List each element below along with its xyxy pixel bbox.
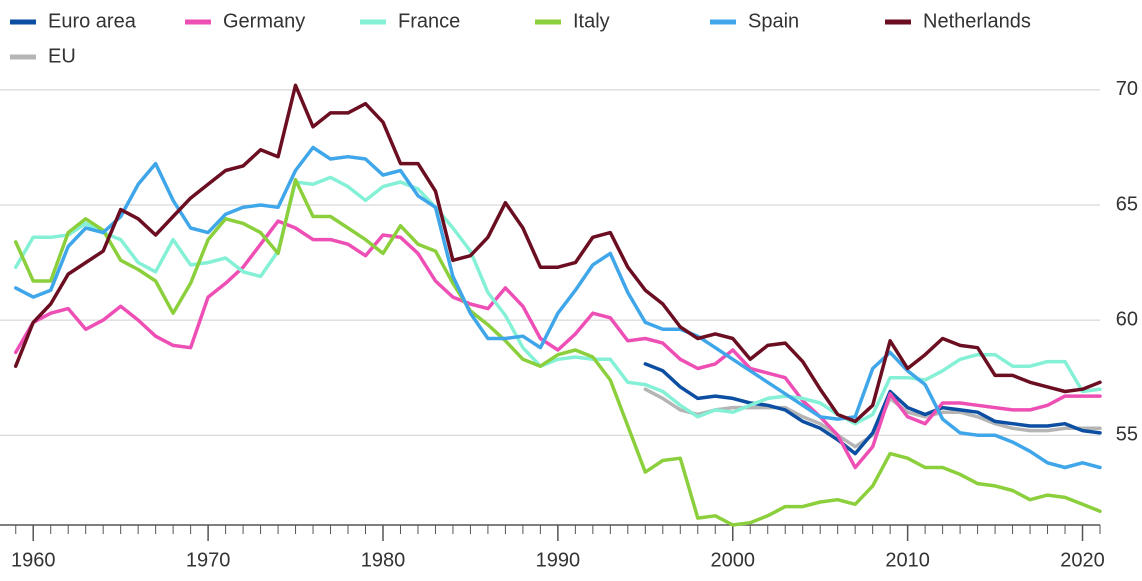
y-tick-label: 70 xyxy=(1116,78,1138,100)
series-line xyxy=(13,177,1102,527)
legend-label: Netherlands xyxy=(923,10,1031,32)
series-line xyxy=(13,83,1102,424)
legend-label: Germany xyxy=(223,10,305,32)
legend-label: EU xyxy=(48,45,76,67)
y-tick-label: 65 xyxy=(1116,193,1138,215)
y-tick-label: 55 xyxy=(1116,424,1138,446)
x-tick-label: 2000 xyxy=(711,549,756,571)
x-tick-label: 1970 xyxy=(186,549,231,571)
series-line xyxy=(13,219,1102,470)
x-tick-label: 2020 xyxy=(1060,549,1105,571)
x-tick-label: 1980 xyxy=(361,549,406,571)
series-line xyxy=(13,145,1102,470)
legend-label: France xyxy=(398,10,460,32)
x-tick-label: 1990 xyxy=(536,549,581,571)
x-tick-label: 2010 xyxy=(885,549,930,571)
series-line xyxy=(643,362,1102,456)
series-line xyxy=(13,175,1102,426)
legend-label: Spain xyxy=(748,10,799,32)
legend-label: Euro area xyxy=(48,10,137,32)
legend-label: Italy xyxy=(573,10,610,32)
y-tick-label: 60 xyxy=(1116,308,1138,330)
x-tick-label: 1960 xyxy=(11,549,56,571)
